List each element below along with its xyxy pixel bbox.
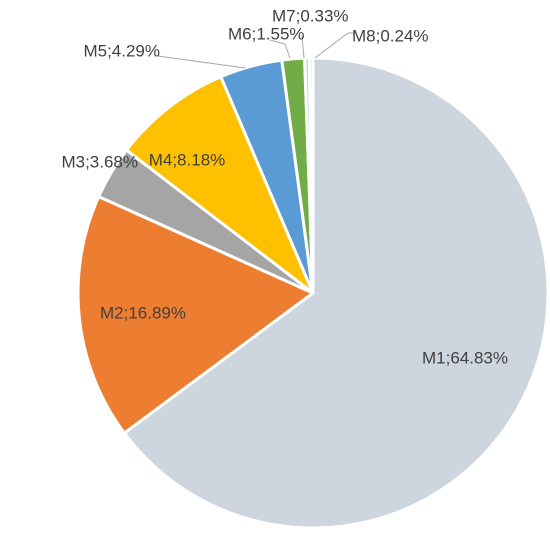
data-label-m7: M7;0.33% (272, 6, 349, 25)
leader-lines (157, 32, 355, 69)
leader-line-m5 (157, 55, 246, 69)
pie-slices (76, 56, 550, 530)
pie-slice-m8 (307, 56, 315, 295)
pie-slice-m1 (122, 56, 550, 530)
data-label-m5: M5;4.29% (83, 41, 160, 60)
data-label-m4: M4;8.18% (149, 150, 226, 169)
leader-line-m7 (301, 35, 305, 59)
data-label-m8: M8;0.24% (352, 26, 429, 45)
data-labels: M1;64.83% M2;16.89% M3;3.68% M4;8.18% M5;4.2… (61, 6, 508, 367)
data-label-m2: M2;16.89% (100, 303, 186, 322)
leader-line-m6 (269, 39, 291, 59)
pie-slice-m2 (76, 195, 315, 435)
pie-slice-m4 (124, 75, 315, 295)
data-label-m1: M1;64.83% (422, 348, 508, 367)
leader-line-m8 (314, 32, 355, 59)
data-label-m3: M3;3.68% (61, 152, 138, 171)
data-label-m6: M6;1.55% (228, 24, 305, 43)
